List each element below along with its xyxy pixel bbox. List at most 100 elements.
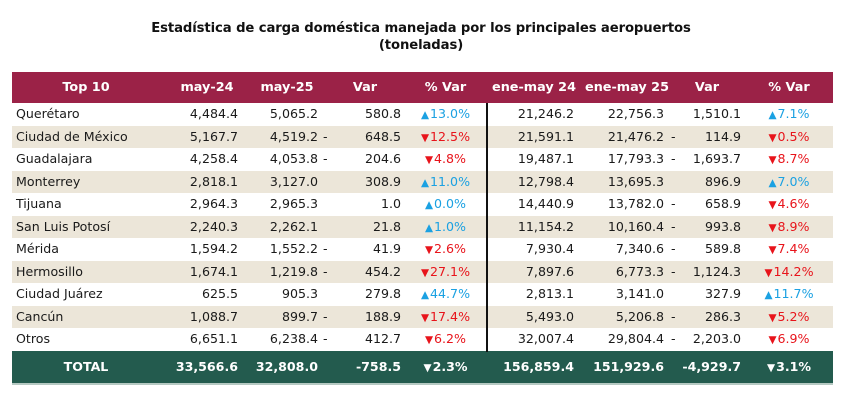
var-ytd-sign: -: [671, 128, 676, 144]
ene-may-24-value: 7,930.4: [525, 241, 574, 257]
pct-var-monthly: ▼2.6%: [405, 238, 486, 261]
total-ene-may-25: 151,929.6: [593, 359, 664, 375]
pct-var-monthly: ▲1.0%: [405, 216, 486, 239]
pct-var-monthly-value: 4.8%: [434, 151, 467, 167]
pct-var-monthly: ▲44.7%: [405, 283, 486, 306]
pct-var-monthly: ▼4.8%: [405, 148, 486, 171]
ene-may-24-value: 5,493.0: [525, 308, 574, 324]
var-ytd: 327.9: [668, 283, 741, 306]
ene-may-25-value: 17,793.3: [607, 151, 664, 167]
var-ytd: - 286.3: [668, 306, 741, 329]
var-ytd-value: 589.8: [704, 241, 741, 257]
airport-name: Querétaro: [16, 106, 80, 121]
airport-name: Hermosillo: [16, 263, 83, 279]
ene-may-25-value: 6,773.3: [615, 263, 664, 279]
down-arrow-icon: ▼: [768, 199, 777, 212]
total-may-24: 33,566.6: [175, 359, 238, 375]
ene-may-25-value: 10,160.4: [607, 218, 664, 234]
var-monthly-value: 648.5: [364, 128, 401, 144]
up-arrow-icon: ▲: [420, 176, 430, 189]
down-arrow-icon: ▼: [420, 311, 430, 324]
var-ytd: -1,124.3: [668, 261, 741, 284]
var-monthly: - 41.9: [320, 238, 401, 261]
table-row: Hermosillo 1,674.1 1,219.8-454.2 ▼27.1% 7,89…: [12, 260, 833, 284]
table-row: Tijuana 2,964.3 2,965.3 1.0 ▲0.0% 14,440.9 13,…: [12, 193, 833, 216]
may-25-value: 2,262.1: [269, 218, 318, 234]
may-24-value: 4,258.4: [189, 151, 238, 167]
var-ytd-value: 286.3: [704, 308, 741, 324]
var-monthly: - 648.5: [320, 126, 401, 149]
var-monthly-value: 308.9: [364, 173, 401, 189]
pct-var-ytd-value: 7.0%: [777, 173, 810, 189]
pct-var-ytd: ▼5.2%: [745, 306, 833, 329]
ene-may-24-value: 7,897.6: [525, 263, 574, 279]
table-body: Querétaro 4,484.4 5,065.2 580.8 ▲13.0% 21,246…: [12, 103, 833, 351]
down-arrow-icon: ▼: [420, 266, 430, 279]
pct-var-monthly-value: 2.6%: [434, 241, 467, 257]
down-arrow-icon: ▼: [768, 334, 777, 347]
pct-var-monthly-value: 44.7%: [430, 286, 471, 302]
may-25-value: 3,127.0: [269, 173, 318, 189]
may-24-value: 2,964.3: [189, 196, 238, 212]
pct-var-ytd: ▼4.6%: [745, 193, 833, 216]
pct-var-monthly: ▼6.2%: [405, 328, 486, 351]
may-25-value: 899.7: [281, 308, 318, 324]
pct-var-monthly-value: 13.0%: [430, 106, 471, 121]
down-arrow-icon: ▼: [424, 244, 434, 257]
ene-may-25-value: 5,206.8: [615, 308, 664, 324]
var-ytd-value: 1,124.3: [692, 263, 741, 279]
may-25-value: 1,552.2: [269, 241, 318, 257]
var-ytd: - 658.9: [668, 193, 741, 216]
airport-name: Otros: [16, 331, 51, 347]
period-divider-line: [486, 103, 488, 352]
var-monthly-value: 21.8: [372, 218, 401, 234]
down-arrow-icon: ▼: [768, 131, 777, 144]
up-arrow-icon: ▲: [764, 289, 773, 302]
var-ytd-sign: -: [671, 241, 676, 257]
total-label: TOTAL: [63, 359, 109, 375]
pct-var-ytd: ▼7.4%: [745, 238, 833, 261]
may-25-value: 1,219.8: [269, 263, 318, 279]
ene-may-24-value: 14,440.9: [517, 196, 574, 212]
var-monthly-sign: -: [323, 263, 328, 279]
airport-name: Mérida: [16, 241, 60, 257]
down-arrow-icon: ▼: [768, 244, 777, 257]
pct-var-ytd-value: 0.5%: [777, 128, 810, 144]
var-ytd: - 993.8: [668, 216, 741, 239]
pct-var-monthly: ▼17.4%: [405, 306, 486, 329]
total-pct-var-monthly-value: 2.3%: [432, 359, 468, 375]
down-arrow-icon: ▼: [424, 334, 434, 347]
var-monthly-value: 412.7: [364, 331, 401, 347]
airport-name: Ciudad de México: [16, 128, 128, 144]
ene-may-24-value: 21,591.1: [517, 128, 574, 144]
airport-name: Ciudad Juárez: [16, 286, 103, 302]
ene-may-25-value: 21,476.2: [607, 128, 664, 144]
header-ene-may-25: ene-may 25: [585, 80, 669, 95]
cargo-statistics-table: Top 10 may-24 may-25 Var % Var ene-may 2…: [12, 72, 833, 386]
may-24-value: 2,240.3: [189, 218, 238, 234]
table-row: Mérida 1,594.2 1,552.2-41.9 ▼2.6% 7,930.4 7,3…: [12, 238, 833, 261]
pct-var-ytd: ▼6.9%: [745, 328, 833, 351]
may-24-value: 4,484.4: [189, 106, 238, 121]
var-monthly-sign: -: [323, 308, 328, 324]
var-ytd-value: 327.9: [704, 286, 741, 302]
down-arrow-icon: ▼: [420, 131, 430, 144]
var-monthly-value: 580.8: [364, 106, 401, 121]
total-pct-var-ytd: ▼3.1%: [745, 351, 833, 383]
var-ytd: 1,510.1: [668, 103, 741, 126]
pct-var-monthly: ▼12.5%: [405, 126, 486, 149]
ene-may-25-value: 13,695.3: [607, 173, 664, 189]
var-monthly-sign: -: [323, 331, 328, 347]
ene-may-24-value: 32,007.4: [517, 331, 574, 347]
var-monthly-value: 204.6: [364, 151, 401, 167]
var-monthly: 279.8: [320, 283, 401, 306]
down-arrow-icon: ▼: [768, 221, 777, 234]
header-may-24: may-24: [180, 80, 234, 95]
pct-var-ytd-value: 8.7%: [777, 151, 810, 167]
header-top10: Top 10: [62, 80, 110, 95]
may-25-value: 905.3: [281, 286, 318, 302]
pct-var-monthly-value: 1.0%: [434, 218, 467, 234]
may-24-value: 1,088.7: [189, 308, 238, 324]
total-row: TOTAL 33,566.6 32,808.0 -758.5 ▼2.3% 156…: [12, 351, 833, 386]
down-arrow-icon: ▼: [764, 266, 773, 279]
